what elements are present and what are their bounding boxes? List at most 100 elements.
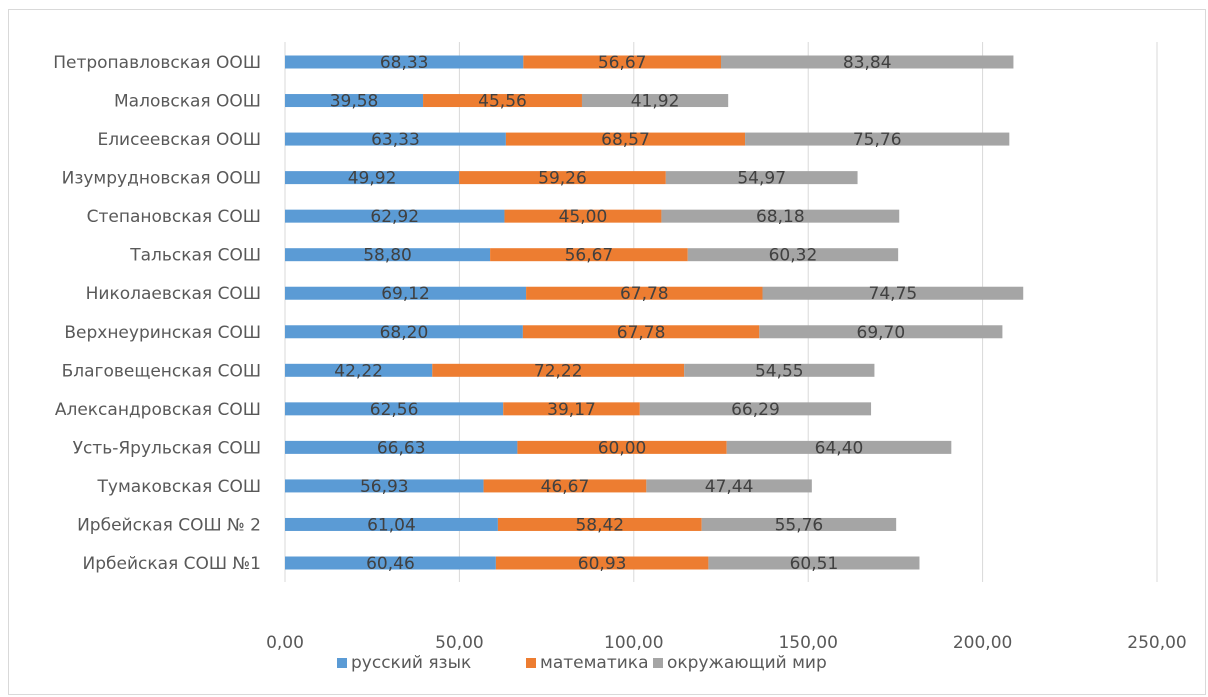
data-label: 54,97: [737, 169, 786, 189]
data-labels: 68,33 56,67 83,84 39,58 45,56 41,92 63,33 68,57…: [330, 53, 918, 574]
bar-segment: [285, 325, 523, 339]
bar-segment: [285, 479, 484, 493]
category-label: Ирбейская СОШ № 2: [77, 515, 261, 535]
bar-segment: [517, 440, 727, 454]
data-label: 66,63: [377, 438, 426, 458]
bar-segment: [285, 171, 460, 185]
data-label: 63,33: [371, 130, 420, 150]
bar-segment: [285, 248, 491, 262]
data-label: 45,56: [478, 92, 527, 112]
bar-segment: [721, 55, 1014, 69]
x-axis-tick-labels: 0,00 50,00 100,00 150,00 200,00 250,00: [266, 633, 1187, 653]
bar-segment: [504, 209, 662, 223]
category-labels: Петропавловская ООШ Маловская ООШ Елисеевс…: [53, 53, 261, 574]
data-label: 68,20: [380, 323, 429, 343]
data-label: 67,78: [620, 284, 669, 304]
gridlines: [284, 42, 1158, 582]
data-label: 41,92: [631, 92, 680, 112]
data-label: 47,44: [705, 477, 754, 497]
category-label: Петропавловская ООШ: [53, 53, 261, 73]
legend-label: окружающий мир: [667, 653, 827, 673]
legend-swatch: [526, 658, 536, 668]
bar-segment: [285, 94, 424, 108]
bar-segment: [285, 517, 498, 531]
category-label: Тальская СОШ: [129, 246, 261, 266]
data-label: 45,00: [559, 207, 608, 227]
data-label: 62,92: [370, 207, 419, 227]
bar-segment: [497, 517, 702, 531]
data-label: 49,92: [348, 169, 397, 189]
category-label: Николаевская СОШ: [86, 284, 261, 304]
bars: [285, 55, 1024, 570]
x-tick-label: 150,00: [778, 633, 837, 653]
bar-segment: [490, 248, 688, 262]
data-label: 64,40: [815, 438, 864, 458]
data-label: 56,67: [565, 246, 614, 266]
bar-segment: [285, 402, 504, 416]
data-label: 62,56: [370, 400, 419, 420]
data-label: 39,17: [547, 400, 596, 420]
data-label: 67,78: [617, 323, 666, 343]
bar-segment: [495, 556, 709, 570]
legend-swatch: [653, 658, 663, 668]
data-label: 69,70: [857, 323, 906, 343]
category-label: Верхнеуринская СОШ: [64, 323, 261, 343]
data-label: 68,18: [756, 207, 805, 227]
chart-frame: [8, 9, 1206, 695]
bar-segment: [726, 440, 952, 454]
bar-segment: [639, 402, 872, 416]
bar-segment: [646, 479, 812, 493]
category-label: Благовещенская СОШ: [62, 361, 261, 381]
data-label: 58,80: [363, 246, 412, 266]
category-label: Степановская СОШ: [87, 207, 261, 227]
data-label: 59,26: [538, 169, 587, 189]
bar-segment: [285, 440, 518, 454]
data-label: 46,67: [541, 477, 590, 497]
data-label: 60,46: [366, 554, 415, 574]
bar-segment: [665, 171, 858, 185]
data-label: 74,75: [869, 284, 918, 304]
bar-segment: [285, 132, 506, 146]
data-label: 60,51: [790, 554, 839, 574]
bar-segment: [684, 363, 875, 377]
data-label: 83,84: [843, 53, 892, 73]
bar-segment: [523, 55, 721, 69]
legend-label: математика: [540, 653, 648, 673]
bar-segment: [701, 517, 897, 531]
x-tick-label: 250,00: [1127, 633, 1186, 653]
data-label: 69,12: [381, 284, 430, 304]
bar-segment: [661, 209, 900, 223]
bar-segment: [423, 94, 582, 108]
bar-segment: [432, 363, 685, 377]
bar-segment: [687, 248, 899, 262]
data-label: 56,93: [360, 477, 409, 497]
data-label: 42,22: [334, 361, 383, 381]
data-label: 58,42: [575, 515, 624, 535]
category-label: Усть-Ярульская СОШ: [73, 438, 261, 458]
category-label: Изумрудновская ООШ: [62, 169, 261, 189]
bar-segment: [285, 556, 496, 570]
data-label: 56,67: [598, 53, 647, 73]
legend-swatch: [337, 658, 347, 668]
data-label: 72,22: [534, 361, 583, 381]
data-label: 68,33: [380, 53, 429, 73]
bar-segment: [459, 171, 666, 185]
data-label: 66,29: [731, 400, 780, 420]
category-label: Ирбейская СОШ №1: [83, 554, 262, 574]
bar-segment: [745, 132, 1010, 146]
category-label: Елисеевская ООШ: [97, 130, 261, 150]
data-label: 55,76: [775, 515, 824, 535]
legend-label: русский язык: [351, 653, 471, 673]
data-label: 75,76: [853, 130, 902, 150]
data-label: 54,55: [755, 361, 804, 381]
x-tick-label: 50,00: [435, 633, 484, 653]
bar-segment: [762, 286, 1024, 300]
bar-segment: [285, 363, 433, 377]
category-label: Тумаковская СОШ: [97, 477, 261, 497]
x-tick-label: 0,00: [266, 633, 304, 653]
category-label: Маловская ООШ: [114, 92, 261, 112]
bar-segment: [503, 402, 640, 416]
bar-segment: [483, 479, 647, 493]
data-label: 60,93: [578, 554, 627, 574]
